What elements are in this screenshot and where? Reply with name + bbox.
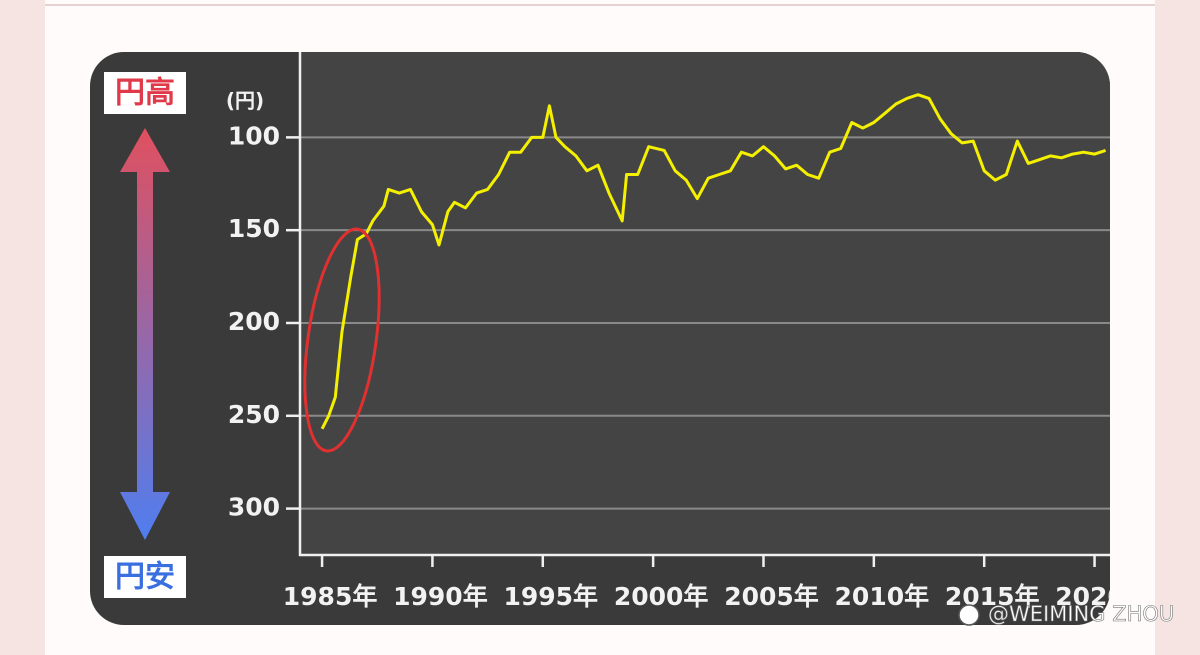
top-label-box (104, 72, 186, 114)
x-tick-label: 2015年 (945, 582, 1040, 611)
direction-arrow (120, 128, 170, 540)
x-tick-label: 2010年 (835, 582, 930, 611)
x-tick-label: 2000年 (614, 582, 709, 611)
x-tick-label: 2005年 (724, 582, 819, 611)
bottom-label-box (104, 556, 186, 598)
y-tick-label: 300 (228, 493, 280, 522)
x-tick-label: 2020年 (1055, 582, 1150, 611)
highlight-ellipse (303, 227, 381, 453)
y-tick-label: 100 (228, 121, 280, 150)
x-tick-label: 1990年 (393, 582, 488, 611)
line (320, 93, 1107, 430)
plot-bg (301, 52, 1110, 554)
y-tick-label: 200 (228, 307, 280, 336)
y-tick-label: 250 (228, 400, 280, 429)
y-tick-label: 150 (228, 214, 280, 243)
top-label: 円高 (115, 76, 175, 111)
watermark-icon (958, 604, 980, 626)
x-tick-label: 1985年 (283, 582, 378, 611)
x-tick-label: 1995年 (503, 582, 598, 611)
chart-panel: 100 150 200 250 300 1985年 1990年 1995年 2000年 2005年… (90, 52, 1150, 625)
watermark: @WEIMING ZHOU (988, 602, 1174, 626)
bottom-label: 円安 (115, 560, 175, 595)
y-axis-label: (円) (226, 89, 264, 113)
